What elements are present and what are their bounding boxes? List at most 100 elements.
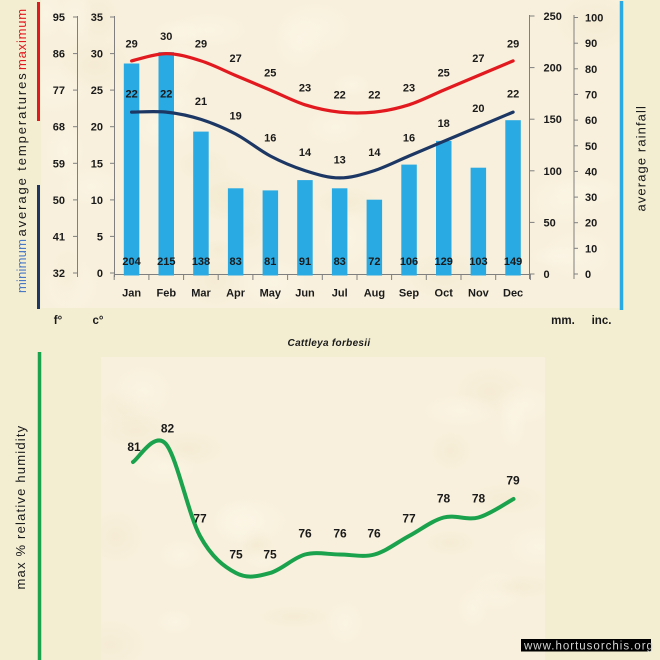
svg-text:40: 40: [585, 166, 597, 178]
svg-text:20: 20: [472, 103, 484, 115]
svg-text:91: 91: [299, 256, 311, 268]
svg-text:10: 10: [585, 243, 597, 255]
svg-text:0: 0: [544, 269, 550, 281]
svg-text:30: 30: [91, 49, 103, 61]
svg-text:Jul: Jul: [332, 288, 348, 300]
svg-text:maximum: maximum: [14, 8, 29, 70]
svg-text:22: 22: [160, 89, 172, 101]
svg-text:Sep: Sep: [399, 288, 419, 300]
svg-text:14: 14: [299, 147, 312, 159]
svg-text:22: 22: [368, 90, 380, 102]
svg-text:129: 129: [435, 256, 453, 268]
svg-text:23: 23: [299, 82, 311, 94]
svg-text:106: 106: [400, 256, 418, 268]
svg-text:Apr: Apr: [226, 288, 246, 300]
svg-text:100: 100: [585, 13, 603, 25]
svg-text:22: 22: [507, 89, 519, 101]
svg-text:72: 72: [368, 256, 380, 268]
svg-text:27: 27: [229, 53, 241, 65]
svg-text:25: 25: [91, 85, 103, 97]
svg-text:77: 77: [402, 512, 416, 526]
svg-text:10: 10: [91, 195, 103, 207]
svg-text:14: 14: [368, 147, 381, 159]
svg-text:35: 35: [91, 12, 103, 24]
svg-text:May: May: [260, 288, 282, 300]
svg-text:32: 32: [53, 268, 65, 280]
svg-text:Oct: Oct: [435, 288, 454, 300]
svg-text:25: 25: [438, 68, 450, 80]
svg-text:Mar: Mar: [191, 288, 211, 300]
svg-text:75: 75: [263, 548, 277, 562]
svg-text:149: 149: [504, 256, 522, 268]
svg-text:5: 5: [97, 231, 103, 243]
svg-text:77: 77: [53, 85, 65, 97]
svg-text:Nov: Nov: [468, 288, 490, 300]
svg-text:81: 81: [264, 256, 276, 268]
svg-text:22: 22: [125, 89, 137, 101]
svg-text:86: 86: [53, 49, 65, 61]
svg-text:250: 250: [544, 11, 562, 23]
svg-text:www.hortusorchis.org: www.hortusorchis.org: [523, 641, 654, 653]
svg-text:0: 0: [97, 268, 103, 280]
svg-text:max % relative humidity: max % relative humidity: [13, 425, 28, 590]
svg-text:103: 103: [469, 256, 487, 268]
svg-text:inc.: inc.: [592, 315, 612, 327]
svg-text:30: 30: [585, 192, 597, 204]
svg-text:13: 13: [334, 154, 346, 166]
svg-text:90: 90: [585, 38, 597, 50]
svg-text:81: 81: [127, 440, 141, 454]
svg-text:23: 23: [403, 82, 415, 94]
svg-text:18: 18: [438, 118, 450, 130]
svg-text:22: 22: [334, 90, 346, 102]
svg-text:29: 29: [125, 38, 137, 50]
svg-text:f°: f°: [54, 315, 63, 327]
svg-text:16: 16: [264, 133, 276, 145]
svg-text:50: 50: [53, 195, 65, 207]
svg-text:41: 41: [53, 231, 65, 243]
svg-text:25: 25: [264, 68, 276, 80]
svg-text:average rainfall: average rainfall: [634, 105, 649, 212]
svg-text:Feb: Feb: [157, 288, 177, 300]
svg-text:59: 59: [53, 158, 65, 170]
svg-text:215: 215: [157, 256, 175, 268]
svg-text:82: 82: [161, 422, 175, 436]
svg-text:80: 80: [585, 64, 597, 76]
svg-text:50: 50: [585, 141, 597, 153]
svg-text:20: 20: [585, 218, 597, 230]
svg-text:21: 21: [195, 96, 207, 108]
svg-text:19: 19: [229, 111, 241, 123]
svg-text:Cattleya forbesii: Cattleya forbesii: [288, 338, 371, 349]
svg-text:100: 100: [544, 166, 562, 178]
svg-text:79: 79: [506, 474, 520, 488]
svg-text:60: 60: [585, 115, 597, 127]
svg-text:83: 83: [334, 256, 346, 268]
svg-text:average temperatures: average temperatures: [14, 71, 29, 236]
svg-text:76: 76: [367, 527, 381, 541]
svg-text:minimum: minimum: [14, 239, 29, 293]
svg-text:78: 78: [437, 492, 451, 506]
svg-text:95: 95: [53, 12, 65, 24]
svg-text:0: 0: [585, 269, 591, 281]
svg-text:Dec: Dec: [503, 288, 523, 300]
svg-text:16: 16: [403, 133, 415, 145]
svg-text:29: 29: [507, 38, 519, 50]
svg-text:mm.: mm.: [551, 315, 575, 327]
svg-text:75: 75: [229, 548, 243, 562]
svg-text:204: 204: [122, 256, 141, 268]
svg-text:76: 76: [298, 527, 312, 541]
svg-text:50: 50: [544, 217, 556, 229]
svg-text:20: 20: [91, 122, 103, 134]
svg-text:200: 200: [544, 63, 562, 75]
svg-text:78: 78: [472, 492, 486, 506]
svg-text:150: 150: [544, 114, 562, 126]
svg-text:30: 30: [160, 31, 172, 43]
svg-text:Aug: Aug: [364, 288, 385, 300]
svg-text:29: 29: [195, 38, 207, 50]
svg-text:77: 77: [193, 512, 207, 526]
svg-text:c°: c°: [93, 315, 104, 327]
svg-text:138: 138: [192, 256, 210, 268]
svg-text:70: 70: [585, 89, 597, 101]
svg-text:Jun: Jun: [295, 288, 315, 300]
svg-text:15: 15: [91, 158, 103, 170]
svg-text:76: 76: [333, 527, 347, 541]
